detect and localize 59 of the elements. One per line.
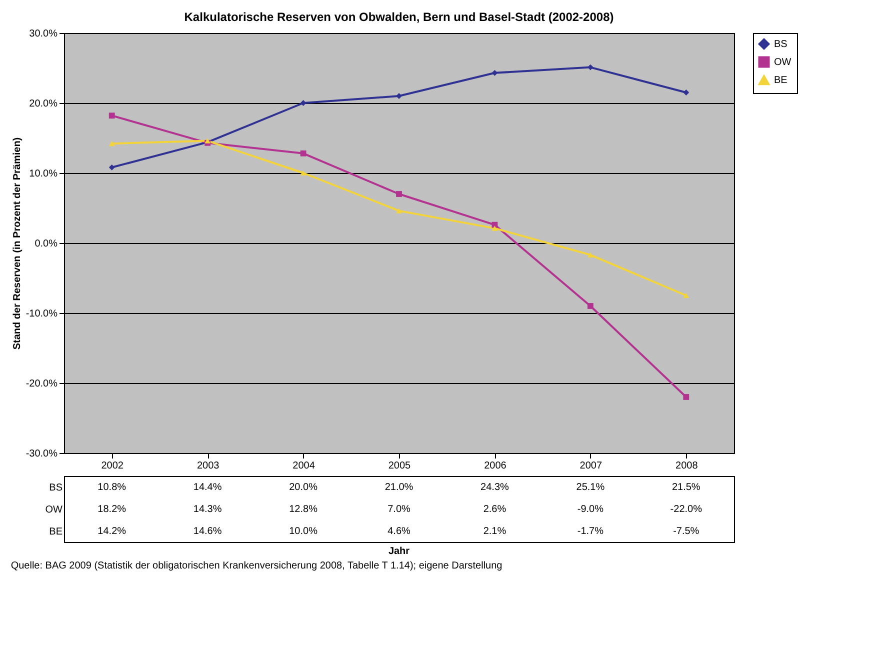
x-tick-label: 2003 [196,460,220,472]
point [492,226,498,231]
point [683,394,690,400]
text: OW [45,504,62,516]
point [300,150,306,156]
x-tick-label: 2005 [388,460,412,472]
data-label: 14.3% [193,504,222,515]
point [587,252,594,258]
data-label: -7.5% [673,526,700,537]
point [108,141,115,146]
data-label: 12.8% [289,504,318,515]
text: BE [49,526,62,538]
x-tick-label: 2002 [101,460,124,472]
x-tick-label: 2007 [580,460,602,472]
data-label: 25.1% [576,482,605,493]
y-tick-label: -20.0% [26,378,58,390]
y-tick-label: 30.0% [29,28,58,40]
chart-title: Kalkulatorische Reserven von Obwalden, Bern und Basel-Stadt (2002-2008) [184,10,614,24]
data-label: -9.0% [577,504,604,515]
data-label: 20.0% [289,482,318,493]
data-label: -22.0% [670,504,702,515]
text: Jahr [388,546,410,557]
data-label: 2.6% [483,504,506,515]
data-label: 14.4% [193,482,222,493]
data-label: 24.3% [480,482,509,493]
data-label: 7.0% [388,504,411,515]
point [396,208,402,214]
y-axis-title: Stand der Reserven (in Prozent der Prämien) [12,137,23,350]
data-label: 10.0% [289,526,318,537]
data-label: -1.7% [577,526,604,537]
x-tick-label: 2008 [676,460,698,472]
data-label: 14.6% [193,526,222,537]
y-tick-label: -30.0% [26,448,58,460]
data-label: 2.1% [483,526,506,537]
point [108,112,115,119]
x-tick-label: 2006 [484,460,507,472]
point [300,170,306,176]
legend-label: OW [774,57,792,68]
point [683,90,690,96]
point [396,191,402,197]
y-tick-label: 20.0% [29,98,58,110]
text: BS [49,482,62,494]
point [683,292,690,298]
data-label: 21.5% [672,482,700,493]
data-label: 10.8% [98,482,126,493]
x-tick-label: 2004 [292,460,316,472]
y-tick-label: 10.0% [29,168,58,180]
point [587,303,594,309]
data-label: 21.0% [384,482,414,493]
point [108,164,115,170]
point [300,100,306,106]
legend-label: BE [774,75,788,86]
data-label: 18.2% [98,504,126,515]
data-label: 4.6% [388,526,411,537]
data-label: 14.2% [98,526,126,537]
y-tick-label: -10.0% [26,308,58,320]
source-note: Quelle: BAG 2009 (Statistik der obligatorischen Krankenversicherung 2008, Tabelle T 1.14); eigene Darstellung [10,560,502,572]
y-tick-label: 0.0% [34,238,58,250]
legend-label: BS [774,39,788,50]
